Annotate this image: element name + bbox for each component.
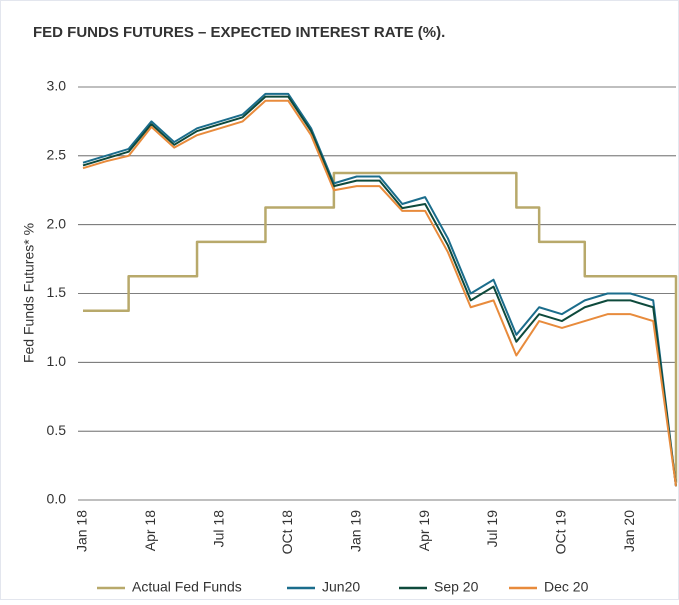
series-line xyxy=(83,171,678,483)
y-tick-label: 0.0 xyxy=(47,491,67,507)
series-line xyxy=(82,99,677,487)
x-tick-label: Jan 20 xyxy=(621,510,637,552)
x-tick-label: OCt 18 xyxy=(279,510,295,555)
chart-title: FED FUNDS FUTURES – EXPECTED INTEREST RA… xyxy=(33,24,445,41)
series-line xyxy=(82,95,677,487)
y-tick-label: 2.5 xyxy=(47,147,67,163)
x-tick-label: Jan 18 xyxy=(74,510,90,552)
y-tick-label: 3.0 xyxy=(47,78,67,94)
legend-label: Sep 20 xyxy=(434,579,479,595)
y-tick-label: 2.0 xyxy=(47,215,67,231)
legend-label: Jun20 xyxy=(322,579,360,595)
y-axis-label: Fed Funds Futures* % xyxy=(21,223,37,363)
x-tick-label: Jul 19 xyxy=(484,510,500,548)
y-tick-label: 1.5 xyxy=(47,284,67,300)
x-tick-label: Jul 18 xyxy=(211,510,227,548)
x-tick-label: Apr 19 xyxy=(416,510,432,551)
y-tick-label: 1.0 xyxy=(47,353,67,369)
legend-label: Dec 20 xyxy=(544,579,589,595)
series-line xyxy=(82,92,677,487)
legend-label: Actual Fed Funds xyxy=(132,579,242,595)
x-tick-label: Jan 19 xyxy=(347,510,363,552)
y-tick-label: 0.5 xyxy=(47,422,67,438)
x-tick-label: Apr 18 xyxy=(142,510,158,551)
x-tick-label: OCt 19 xyxy=(553,510,569,555)
